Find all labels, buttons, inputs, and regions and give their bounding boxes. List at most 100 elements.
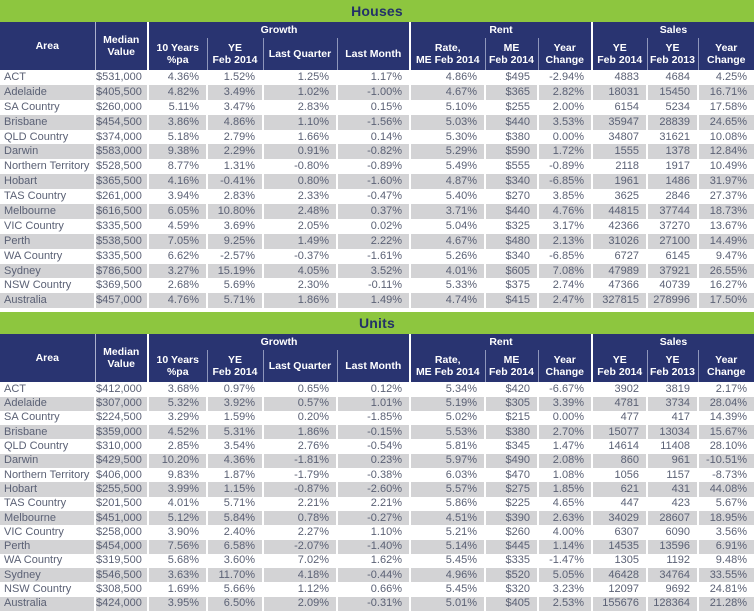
value-cell: $308,500 — [95, 582, 149, 597]
col-header-growth-ye2014: YE Feb 2014 — [206, 350, 263, 383]
value-cell: 21.28% — [709, 597, 747, 610]
value-cell: -0.82% — [337, 144, 411, 160]
value-cell: 961 — [647, 453, 699, 469]
table-row: Hobart $365,500 4.16% -0.41% 0.80% -1.60% 4.87… — [0, 174, 754, 190]
value-cell: $340 — [485, 174, 539, 190]
value-cell: 2.00% — [538, 99, 593, 115]
value-cell: -1.79% — [263, 468, 338, 483]
value-cell: -0.15% — [337, 425, 411, 440]
value-cell: 5.14% — [410, 539, 486, 554]
col-header-median-value: Median Value — [94, 22, 148, 70]
value-cell: 0.80% — [263, 174, 338, 190]
value-cell: 2.22% — [337, 233, 411, 249]
table-row: Sydney $546,500 3.63% 11.70% 4.18% -0.44% 4.96… — [0, 568, 754, 583]
value-cell: 44815 — [592, 204, 648, 219]
houses-table-body: ACT $531,000 4.36% 1.52% 1.25% 1.17% 4.86% $495… — [0, 70, 754, 309]
value-cell: 1.15% — [207, 482, 264, 497]
value-cell: -1.81% — [263, 453, 338, 469]
value-cell: 9692 — [647, 582, 699, 597]
table-row: Northern Territory $528,500 8.77% 1.31% -0.8… — [0, 159, 754, 175]
value-cell: 3.23% — [538, 582, 593, 597]
value-cell: 2.47% — [538, 293, 593, 309]
col-header-rent-year-change: Year Change — [537, 350, 592, 383]
value-cell: $406,000 — [95, 468, 149, 483]
value-cell: $319,500 — [95, 553, 149, 569]
value-cell: 6.50% — [207, 596, 264, 611]
value-cell: 14535 — [592, 539, 648, 554]
value-cell: 7.05% — [148, 233, 208, 249]
value-cell: $605 — [485, 263, 539, 279]
value-cell: 3.54% — [207, 439, 264, 454]
value-cell: 5.45% — [410, 553, 486, 569]
value-cell: 6.58% — [207, 539, 264, 554]
value-cell: 46428 — [592, 568, 648, 583]
area-cell: TAS Country — [0, 496, 96, 511]
value-cell: 4.36% — [207, 453, 264, 469]
value-cell: 16.27% — [709, 279, 748, 292]
value-cell: 35947 — [592, 114, 648, 130]
area-cell: Darwin — [0, 453, 96, 469]
col-header-area: Area — [0, 334, 95, 383]
value-cell: 0.00% — [538, 410, 593, 426]
table-row: Australia $424,000 3.95% 6.50% 2.09% -0.31% 5.… — [0, 596, 754, 611]
value-cell: $225 — [485, 496, 539, 511]
value-cell: 2.82% — [538, 84, 593, 100]
value-cell: 4.86% — [207, 114, 264, 130]
value-cell: -0.11% — [337, 278, 411, 294]
value-cell: 1.87% — [207, 468, 264, 483]
units-table: Units Area Median Value Growth Rent Sale… — [0, 312, 754, 611]
value-cell: 0.91% — [263, 144, 338, 160]
value-cell: 155676 — [592, 596, 648, 611]
value-cell: 128364 — [647, 596, 699, 611]
value-cell: 1.66% — [263, 129, 338, 145]
value-cell: 2.79% — [207, 129, 264, 145]
value-cell: 12097 — [592, 582, 648, 597]
value-cell: $320 — [485, 582, 539, 597]
value-cell: 3.86% — [148, 114, 208, 130]
value-cell: -1.40% — [337, 539, 411, 554]
value-cell: $380 — [485, 129, 539, 145]
value-cell: 1.02% — [263, 84, 338, 100]
value-cell: 0.97% — [207, 382, 264, 397]
area-cell: SA Country — [0, 410, 96, 426]
col-header-rent-year-change: Year Change — [537, 38, 592, 70]
value-cell: 13034 — [647, 425, 699, 440]
value-cell: $369,500 — [95, 278, 149, 294]
value-cell: $445 — [485, 539, 539, 554]
value-cell: 4.96% — [410, 568, 486, 583]
value-cell: 5.02% — [410, 410, 486, 426]
value-cell: -1.61% — [337, 248, 411, 264]
value-cell: 24.65% — [709, 115, 748, 128]
value-cell: 2.83% — [263, 99, 338, 115]
value-cell: $374,000 — [95, 129, 149, 145]
value-cell: 18.95% — [709, 511, 747, 524]
value-cell: $480 — [485, 233, 539, 249]
units-header-sub-row: 10 Years %pa YE Feb 2014 Last Quarter La… — [0, 350, 754, 383]
value-cell: 4.18% — [263, 568, 338, 583]
value-cell: 37744 — [647, 204, 699, 219]
value-cell: 5.67% — [715, 497, 747, 510]
value-cell: 2.13% — [538, 233, 593, 249]
value-cell: 0.15% — [337, 99, 411, 115]
value-cell: 28607 — [647, 510, 699, 526]
value-cell: -6.67% — [538, 382, 593, 397]
col-header-sales-ye2014: YE Feb 2014 — [591, 350, 647, 383]
value-cell: 40739 — [647, 278, 699, 294]
value-cell: $786,500 — [95, 263, 149, 279]
value-cell: $260,000 — [95, 99, 149, 115]
value-cell: 47366 — [592, 278, 648, 294]
value-cell: $412,000 — [95, 382, 149, 397]
value-cell: 4781 — [592, 396, 648, 411]
value-cell: 3.95% — [148, 596, 208, 611]
value-cell: 14.39% — [709, 411, 747, 424]
value-cell: $335,500 — [95, 218, 149, 234]
value-cell: $590 — [485, 144, 539, 160]
value-cell: 16.71% — [709, 85, 748, 98]
group-header-rent: Rent — [409, 334, 592, 351]
value-cell: 4.67% — [410, 233, 486, 249]
value-cell: 12.84% — [709, 145, 748, 158]
value-cell: $616,500 — [95, 204, 149, 219]
value-cell: 4.65% — [538, 496, 593, 511]
value-cell: 5.97% — [410, 453, 486, 469]
value-cell: -0.89% — [538, 159, 593, 175]
